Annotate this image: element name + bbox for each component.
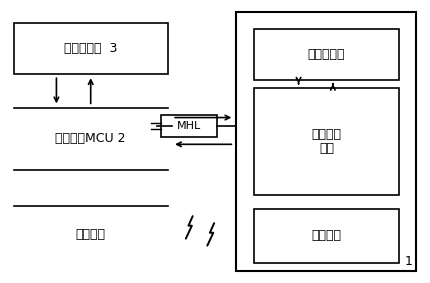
Bar <box>254 29 399 80</box>
Bar <box>14 23 168 74</box>
Text: MHL: MHL <box>177 121 201 131</box>
Text: 触摸显示屏: 触摸显示屏 <box>308 48 345 61</box>
Bar <box>254 88 399 195</box>
Text: 触摸显示屏  3: 触摸显示屏 3 <box>64 42 117 55</box>
Bar <box>254 209 399 263</box>
Text: 1: 1 <box>404 255 412 268</box>
Bar <box>161 115 217 137</box>
Text: 手机主控
制器: 手机主控 制器 <box>311 128 341 155</box>
Bar <box>237 12 416 271</box>
Text: 蓝牙模块: 蓝牙模块 <box>311 229 341 242</box>
Text: 汽车主控MCU 2: 汽车主控MCU 2 <box>55 132 126 145</box>
Text: 蓝牙模块: 蓝牙模块 <box>76 228 106 241</box>
